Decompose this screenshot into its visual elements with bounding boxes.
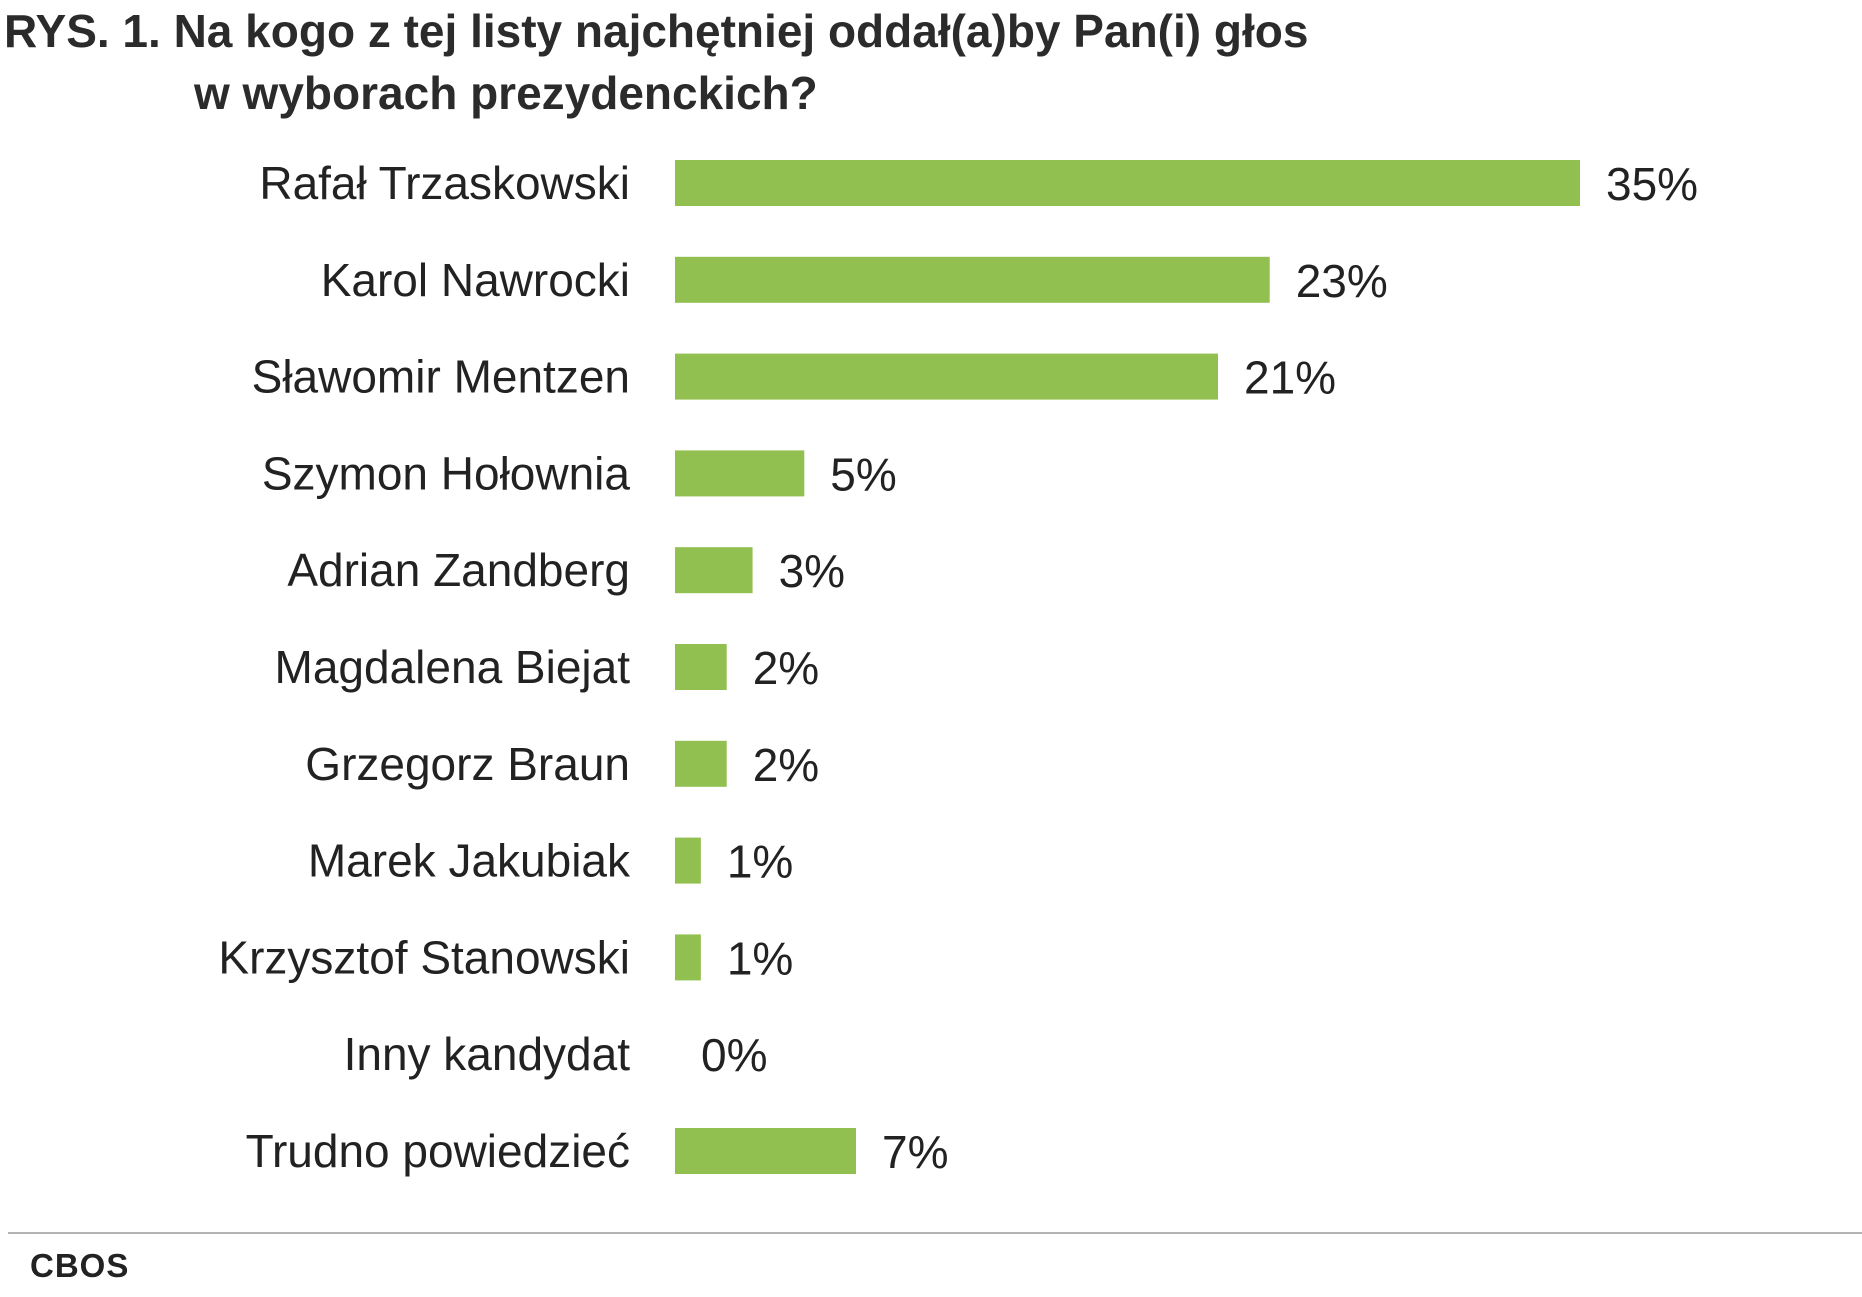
value-label: 2%: [753, 739, 819, 791]
bar: [675, 256, 1270, 303]
bar-row: Grzegorz Braun 2%: [305, 738, 819, 791]
bar-row: Trudno powiedzieć 7%: [246, 1125, 949, 1178]
bar-row: Szymon Hołownia 5%: [262, 447, 897, 500]
value-label: 23%: [1296, 255, 1388, 307]
bar-row: Sławomir Mentzen 21%: [252, 351, 1336, 404]
category-label: Karol Nawrocki: [321, 254, 630, 306]
bar-row: Marek Jakubiak 1%: [308, 835, 793, 888]
category-label: Marek Jakubiak: [308, 835, 631, 887]
bar-row: Inny kandydat 0%: [344, 1028, 768, 1081]
bar-row: Adrian Zandberg 3%: [287, 544, 845, 597]
category-label: Szymon Hołownia: [262, 447, 631, 499]
category-label: Magdalena Biejat: [275, 641, 631, 693]
bar-row: Rafał Trzaskowski 35%: [259, 157, 1698, 210]
bar: [675, 450, 805, 497]
value-label: 35%: [1606, 158, 1698, 210]
category-label: Inny kandydat: [344, 1028, 631, 1080]
bar: [675, 934, 701, 981]
value-label: 1%: [727, 932, 793, 984]
category-label: Sławomir Mentzen: [252, 351, 630, 403]
bar: [675, 547, 753, 594]
bar: [675, 160, 1580, 206]
footer-divider: [8, 1232, 1862, 1234]
chart-title: RYS. 1. Na kogo z tej listy najchętniej …: [4, 0, 1704, 124]
bar-row: Magdalena Biejat 2%: [275, 641, 820, 694]
chart-title-line-1: RYS. 1. Na kogo z tej listy najchętniej …: [4, 5, 1309, 57]
value-label: 21%: [1244, 352, 1336, 404]
category-label: Rafał Trzaskowski: [259, 157, 630, 209]
bar-chart: Rafał Trzaskowski 35% Karol Nawrocki 23% Sła…: [218, 157, 1698, 1178]
value-label: 5%: [830, 448, 896, 500]
bar: [675, 353, 1218, 400]
bar-row: Krzysztof Stanowski 1%: [218, 931, 793, 984]
category-label: Krzysztof Stanowski: [218, 931, 630, 983]
category-label: Adrian Zandberg: [287, 544, 630, 596]
bar-row: Karol Nawrocki 23%: [321, 254, 1388, 307]
bar: [675, 837, 701, 884]
value-label: 1%: [727, 836, 793, 888]
value-label: 3%: [779, 545, 845, 597]
value-label: 0%: [701, 1029, 767, 1081]
category-label: Grzegorz Braun: [305, 738, 630, 790]
bar: [675, 1128, 856, 1174]
value-label: 2%: [753, 642, 819, 694]
source-label: CBOS: [30, 1247, 130, 1284]
bar: [675, 740, 727, 787]
bar: [675, 644, 727, 690]
category-label: Trudno powiedzieć: [246, 1125, 630, 1177]
chart-title-line-2: w wyborach prezydenckich?: [194, 67, 818, 119]
value-label: 7%: [882, 1126, 948, 1178]
